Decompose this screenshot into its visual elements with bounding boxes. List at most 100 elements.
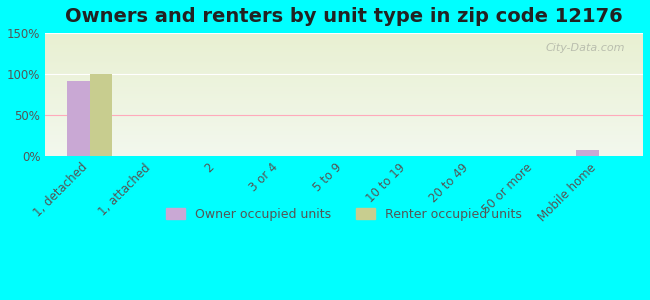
Bar	[46, 99, 643, 100]
Bar	[46, 118, 643, 119]
Bar	[46, 132, 643, 133]
Bar	[46, 120, 643, 121]
Bar	[68, 81, 90, 156]
Bar	[46, 125, 643, 126]
Bar	[46, 51, 643, 52]
Bar	[46, 46, 643, 47]
Bar	[46, 63, 643, 64]
Bar	[46, 145, 643, 146]
Bar	[46, 54, 643, 55]
Bar	[46, 86, 643, 87]
Bar	[90, 74, 112, 156]
Bar	[46, 107, 643, 108]
Bar	[46, 58, 643, 59]
Bar	[46, 96, 643, 97]
Bar	[46, 137, 643, 138]
Bar	[46, 36, 643, 37]
Bar	[46, 112, 643, 113]
Bar	[46, 152, 643, 153]
Bar	[46, 119, 643, 120]
Bar	[46, 153, 643, 154]
Bar	[46, 45, 643, 46]
Bar	[46, 87, 643, 88]
Bar	[46, 81, 643, 82]
Bar	[46, 133, 643, 134]
Bar	[46, 61, 643, 62]
Bar	[46, 76, 643, 77]
Bar	[46, 131, 643, 132]
Bar	[46, 67, 643, 68]
Bar	[46, 42, 643, 43]
Bar	[46, 52, 643, 53]
Bar	[46, 35, 643, 36]
Bar	[46, 59, 643, 60]
Bar	[46, 75, 643, 76]
Bar	[46, 77, 643, 78]
Bar	[46, 70, 643, 71]
Bar	[46, 109, 643, 110]
Bar	[46, 88, 643, 89]
Bar	[46, 40, 643, 41]
Bar	[46, 155, 643, 156]
Bar	[46, 148, 643, 149]
Bar	[46, 60, 643, 61]
Bar	[46, 98, 643, 99]
Bar	[46, 73, 643, 74]
Bar	[46, 127, 643, 128]
Bar	[46, 48, 643, 49]
Bar	[46, 93, 643, 94]
Bar	[46, 146, 643, 147]
Bar	[46, 149, 643, 150]
Bar	[46, 101, 643, 102]
Bar	[577, 149, 599, 156]
Bar	[46, 134, 643, 135]
Bar	[46, 49, 643, 50]
Bar	[46, 139, 643, 140]
Bar	[46, 126, 643, 127]
Bar	[46, 53, 643, 54]
Bar	[46, 105, 643, 106]
Bar	[46, 92, 643, 93]
Bar	[46, 57, 643, 58]
Bar	[46, 116, 643, 117]
Bar	[46, 138, 643, 139]
Bar	[46, 74, 643, 75]
Bar	[46, 37, 643, 38]
Bar	[46, 113, 643, 114]
Bar	[46, 85, 643, 86]
Bar	[46, 106, 643, 107]
Bar	[46, 111, 643, 112]
Bar	[46, 114, 643, 115]
Bar	[46, 34, 643, 35]
Bar	[46, 110, 643, 111]
Legend: Owner occupied units, Renter occupied units: Owner occupied units, Renter occupied un…	[161, 203, 527, 226]
Bar	[46, 115, 643, 116]
Bar	[46, 124, 643, 125]
Bar	[46, 104, 643, 105]
Bar	[46, 84, 643, 85]
Bar	[46, 80, 643, 81]
Bar	[46, 66, 643, 67]
Bar	[46, 136, 643, 137]
Bar	[46, 142, 643, 143]
Bar	[46, 55, 643, 56]
Bar	[46, 143, 643, 144]
Bar	[46, 43, 643, 44]
Bar	[46, 62, 643, 63]
Bar	[46, 68, 643, 69]
Bar	[46, 65, 643, 66]
Bar	[46, 78, 643, 79]
Bar	[46, 41, 643, 42]
Bar	[46, 122, 643, 123]
Bar	[46, 154, 643, 155]
Bar	[46, 71, 643, 72]
Bar	[46, 82, 643, 83]
Title: Owners and renters by unit type in zip code 12176: Owners and renters by unit type in zip c…	[65, 7, 623, 26]
Bar	[46, 72, 643, 73]
Bar	[46, 83, 643, 84]
Bar	[46, 94, 643, 95]
Bar	[46, 135, 643, 136]
Bar	[46, 141, 643, 142]
Bar	[46, 144, 643, 145]
Bar	[46, 103, 643, 104]
